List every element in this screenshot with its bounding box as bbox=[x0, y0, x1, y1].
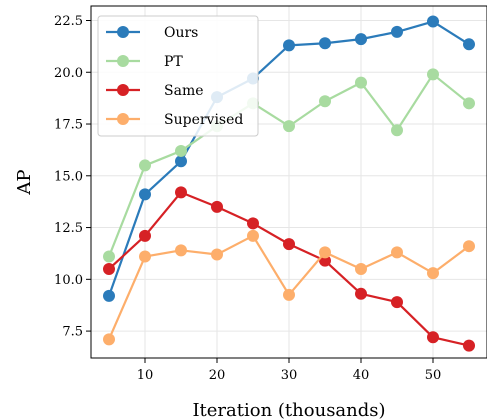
data-point-ours bbox=[427, 15, 439, 28]
data-point-supervised bbox=[175, 244, 187, 257]
y-axis-title: AP bbox=[14, 169, 35, 195]
y-tick-label: 7.5 bbox=[62, 325, 83, 340]
x-axis-title: Iteration (thousands) bbox=[192, 400, 385, 420]
series-supervised bbox=[103, 229, 475, 346]
data-point-same bbox=[103, 262, 115, 275]
data-point-supervised bbox=[391, 246, 403, 259]
y-tick-label: 15.0 bbox=[54, 169, 83, 184]
data-point-same bbox=[283, 238, 295, 251]
data-point-pt bbox=[427, 68, 439, 81]
data-point-supervised bbox=[319, 246, 331, 259]
x-tick-label: 30 bbox=[281, 368, 298, 383]
x-tick-label: 10 bbox=[137, 368, 154, 383]
data-point-pt bbox=[283, 120, 295, 133]
y-tick-label: 17.5 bbox=[54, 118, 83, 133]
y-axis: 7.5 10.0 12.5 15.0 17.5 20.0 22.5 bbox=[54, 14, 91, 340]
data-point-same bbox=[139, 229, 151, 242]
data-point-pt bbox=[391, 124, 403, 137]
data-point-pt bbox=[355, 76, 367, 89]
data-point-pt bbox=[103, 250, 115, 263]
data-point-supervised bbox=[247, 229, 259, 242]
data-point-supervised bbox=[463, 240, 475, 253]
data-point-supervised bbox=[139, 250, 151, 263]
data-point-same bbox=[463, 339, 475, 352]
data-point-same bbox=[175, 186, 187, 199]
legend-label-pt: PT bbox=[164, 54, 183, 70]
data-point-pt bbox=[139, 159, 151, 172]
data-point-supervised bbox=[427, 267, 439, 280]
x-tick-label: 20 bbox=[209, 368, 226, 383]
legend-item-supervised: Supervised bbox=[106, 112, 243, 128]
y-tick-label: 20.0 bbox=[54, 66, 83, 81]
data-point-ours bbox=[175, 155, 187, 168]
data-point-supervised bbox=[283, 288, 295, 301]
y-tick-label: 10.0 bbox=[54, 273, 83, 288]
data-point-same bbox=[391, 296, 403, 309]
legend-label-same: Same bbox=[164, 83, 204, 99]
legend-item-same: Same bbox=[106, 83, 204, 99]
x-tick-label: 40 bbox=[353, 368, 370, 383]
data-point-same bbox=[211, 200, 223, 213]
data-point-ours bbox=[283, 39, 295, 52]
series-same bbox=[103, 186, 475, 352]
x-axis: 10 20 30 40 50 bbox=[137, 358, 442, 383]
data-point-ours bbox=[103, 289, 115, 302]
legend: Ours PT Same Supervised bbox=[97, 15, 259, 137]
data-point-pt bbox=[463, 97, 475, 110]
data-point-same bbox=[247, 217, 259, 230]
x-tick-label: 50 bbox=[425, 368, 442, 383]
legend-marker-supervised bbox=[117, 113, 129, 125]
series-ours bbox=[103, 15, 475, 302]
data-point-ours bbox=[463, 38, 475, 51]
legend-label-ours: Ours bbox=[164, 25, 198, 41]
data-point-same bbox=[319, 254, 331, 267]
legend-marker-pt bbox=[117, 55, 129, 67]
data-point-same bbox=[427, 331, 439, 344]
data-point-same bbox=[355, 287, 367, 300]
data-point-ours bbox=[391, 25, 403, 38]
legend-label-supervised: Supervised bbox=[164, 112, 243, 128]
legend-marker-same bbox=[117, 84, 129, 96]
data-point-pt bbox=[319, 95, 331, 108]
y-tick-label: 12.5 bbox=[54, 221, 83, 236]
data-point-pt bbox=[175, 144, 187, 157]
legend-box bbox=[97, 15, 259, 137]
data-point-ours bbox=[139, 188, 151, 201]
data-point-ours bbox=[355, 33, 367, 46]
data-point-supervised bbox=[355, 262, 367, 275]
legend-item-pt: PT bbox=[106, 54, 183, 70]
legend-marker-ours bbox=[117, 26, 129, 38]
legend-item-ours: Ours bbox=[106, 25, 198, 41]
data-point-ours bbox=[319, 37, 331, 50]
data-point-supervised bbox=[103, 333, 115, 346]
y-tick-label: 22.5 bbox=[54, 14, 83, 29]
data-point-supervised bbox=[211, 248, 223, 261]
